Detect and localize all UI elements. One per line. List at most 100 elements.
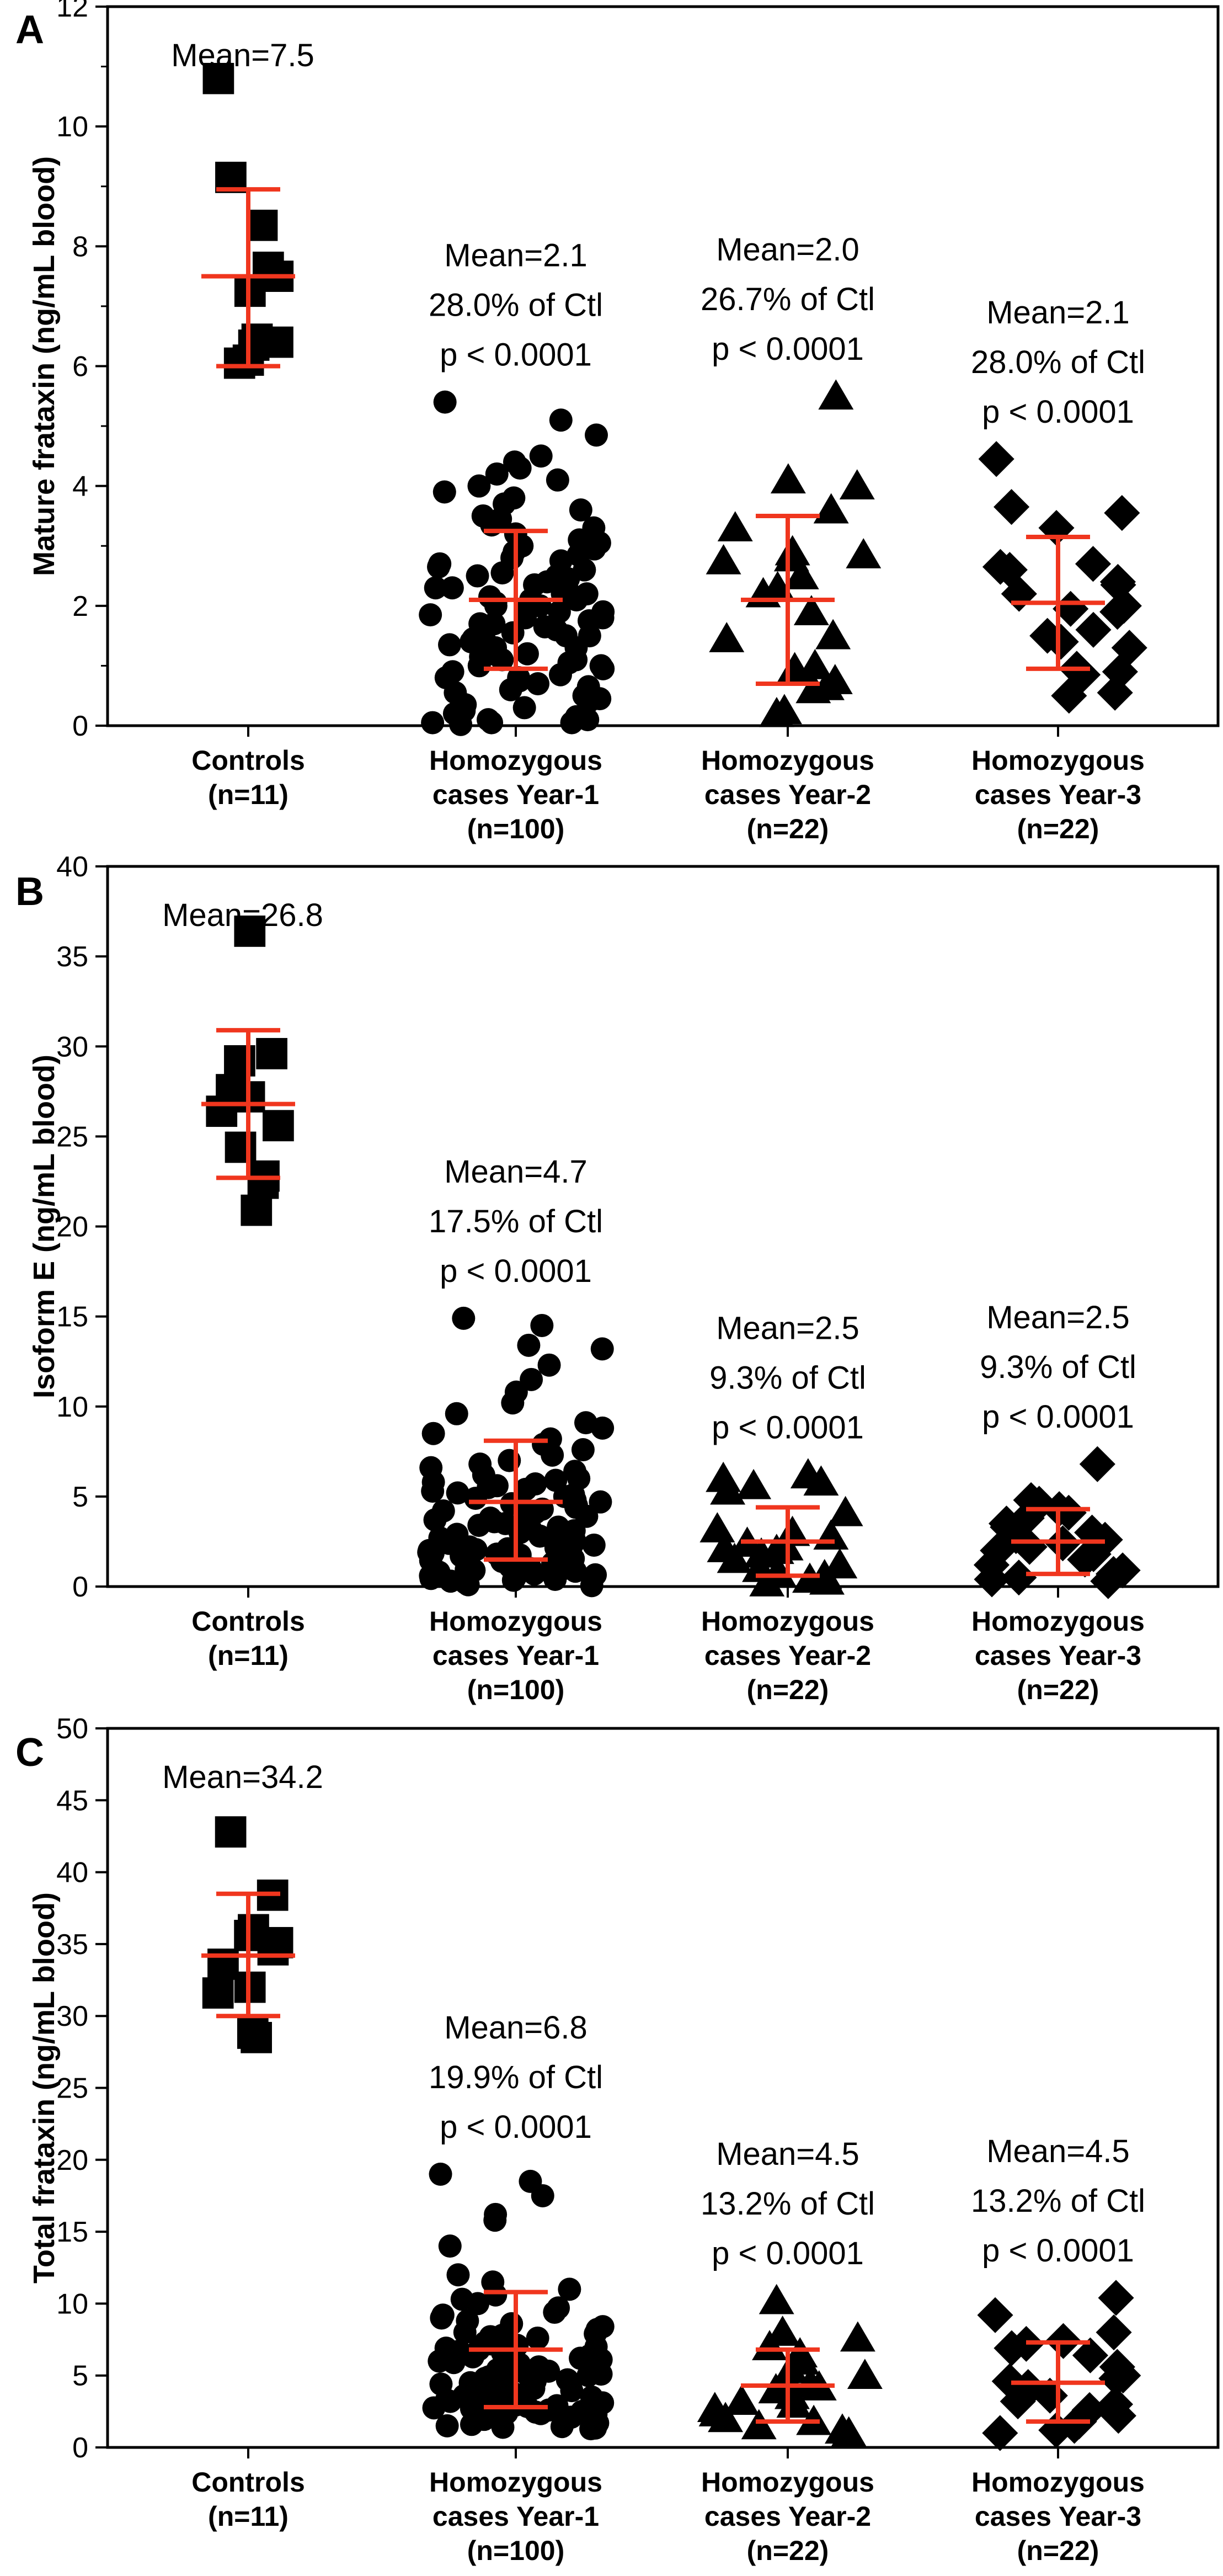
category-label: Homozygous bbox=[429, 2467, 602, 2498]
data-point bbox=[717, 1542, 752, 1573]
data-point bbox=[541, 1443, 564, 1467]
data-point bbox=[526, 672, 550, 695]
data-point bbox=[435, 2414, 459, 2437]
data-point bbox=[1096, 2314, 1132, 2351]
data-point bbox=[421, 1479, 445, 1503]
data-point bbox=[485, 462, 509, 486]
data-point bbox=[831, 2416, 867, 2447]
series-group: Mean=2.1 28.0% of Ctl p < 0.0001 bbox=[971, 295, 1147, 714]
data-point bbox=[839, 469, 875, 500]
annotation-text: Mean=2.5 bbox=[716, 1311, 859, 1346]
data-point bbox=[795, 673, 831, 704]
annotation-text: p < 0.0001 bbox=[712, 1410, 864, 1446]
annotation-text: Mean=2.5 bbox=[986, 1300, 1130, 1335]
category-label: Homozygous bbox=[429, 1606, 602, 1637]
annotation-text: Mean=2.0 bbox=[716, 232, 859, 268]
annotation-text: Mean=4.5 bbox=[986, 2133, 1130, 2169]
y-tick-label: 0 bbox=[72, 2432, 88, 2464]
data-point bbox=[515, 642, 539, 666]
data-point bbox=[809, 1564, 845, 1595]
panel-letter: A bbox=[15, 8, 44, 52]
data-point bbox=[759, 696, 794, 727]
data-point bbox=[803, 1465, 839, 1496]
annotation-text: Mean=6.8 bbox=[444, 2010, 588, 2046]
data-point bbox=[263, 1110, 294, 1142]
data-point bbox=[1079, 1446, 1115, 1482]
data-point bbox=[576, 2364, 600, 2387]
category-label: cases Year-3 bbox=[975, 2501, 1141, 2532]
data-point bbox=[467, 654, 491, 678]
series-group: Mean=2.1 28.0% of Ctl p < 0.0001 bbox=[419, 238, 615, 736]
data-point bbox=[736, 1468, 772, 1499]
data-point bbox=[528, 1524, 552, 1548]
data-point bbox=[591, 657, 615, 680]
y-tick-label: 6 bbox=[72, 351, 88, 383]
annotation-text: 9.3% of Ctl bbox=[980, 1349, 1136, 1385]
y-tick-label: 8 bbox=[72, 231, 88, 263]
category-label: Homozygous bbox=[971, 1606, 1145, 1637]
annotation-text: Mean=2.1 bbox=[986, 295, 1130, 331]
data-point bbox=[580, 1574, 604, 1598]
annotation-text: 13.2% of Ctl bbox=[971, 2183, 1145, 2219]
data-point bbox=[484, 2283, 508, 2307]
data-point bbox=[483, 2208, 507, 2232]
category-label: cases Year-1 bbox=[432, 779, 599, 810]
category-label: Homozygous bbox=[429, 745, 602, 776]
data-point bbox=[202, 62, 234, 94]
data-point bbox=[452, 1306, 476, 1330]
data-point bbox=[480, 711, 504, 735]
data-point bbox=[744, 1537, 779, 1568]
data-point bbox=[543, 1567, 567, 1591]
data-point bbox=[442, 2351, 466, 2375]
panel-c: C Total frataxin (ng/mL blood) 0 5 10 15 20 25 3… bbox=[15, 1713, 1220, 2566]
data-point bbox=[1098, 2280, 1134, 2316]
category-label: Homozygous bbox=[701, 1606, 874, 1637]
data-point bbox=[522, 1562, 546, 1586]
category-label: (n=100) bbox=[467, 813, 564, 844]
data-point bbox=[1099, 594, 1136, 630]
data-point bbox=[467, 1514, 491, 1537]
data-point bbox=[438, 2234, 462, 2258]
data-point bbox=[432, 480, 456, 504]
data-point bbox=[813, 493, 849, 524]
data-point bbox=[571, 1438, 595, 1462]
data-point bbox=[424, 576, 447, 600]
annotation-text: Mean=4.7 bbox=[444, 1154, 588, 1190]
y-tick-label: 45 bbox=[56, 1785, 88, 1817]
data-point bbox=[429, 2162, 452, 2186]
y-axis-label: Total frataxin (ng/mL blood) bbox=[28, 1892, 61, 2284]
data-point bbox=[517, 1333, 541, 1357]
data-point bbox=[490, 648, 514, 672]
series-group: Mean=4.5 13.2% of Ctl p < 0.0001 bbox=[971, 2133, 1145, 2451]
annotation-text: p < 0.0001 bbox=[982, 1399, 1134, 1435]
category-label: cases Year-3 bbox=[975, 1640, 1141, 1671]
y-tick-label: 5 bbox=[72, 2360, 88, 2392]
data-point bbox=[1075, 546, 1112, 582]
data-point bbox=[709, 622, 745, 652]
annotation-text: Mean=2.1 bbox=[444, 238, 588, 274]
data-point bbox=[202, 1977, 234, 2009]
data-point bbox=[499, 678, 522, 701]
annotation-text: 28.0% of Ctl bbox=[971, 344, 1145, 380]
category-label: Homozygous bbox=[701, 2467, 874, 2498]
data-point bbox=[1098, 2360, 1135, 2397]
category-label: (n=22) bbox=[747, 1674, 829, 1705]
y-tick-label: 25 bbox=[56, 2073, 88, 2105]
data-point bbox=[446, 2263, 470, 2287]
category-label: (n=22) bbox=[1017, 1674, 1099, 1705]
y-tick-label: 10 bbox=[56, 111, 88, 143]
data-point bbox=[1067, 1541, 1103, 1578]
annotation-text: p < 0.0001 bbox=[712, 331, 864, 367]
data-point bbox=[1072, 2337, 1108, 2373]
data-point bbox=[977, 2297, 1013, 2333]
series-group: Mean=6.8 19.9% of Ctl p < 0.0001 bbox=[422, 2010, 615, 2441]
data-point bbox=[565, 588, 589, 611]
data-point bbox=[430, 2306, 453, 2330]
data-point bbox=[815, 619, 851, 650]
data-point bbox=[207, 1949, 239, 1980]
data-point bbox=[446, 1481, 469, 1505]
data-point bbox=[445, 1402, 468, 1425]
series-group: Mean=7.5 bbox=[171, 38, 314, 379]
data-point bbox=[591, 1416, 615, 1440]
data-point bbox=[1097, 674, 1133, 711]
